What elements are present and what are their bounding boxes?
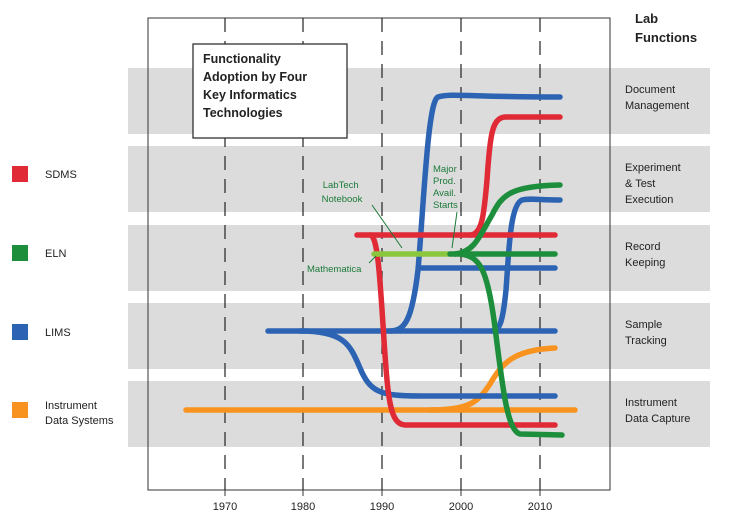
title-line-4: Technologies — [203, 106, 283, 120]
curve-lims-to-doc — [387, 92, 563, 334]
legend-label-line: Data Systems — [45, 415, 114, 427]
curve-sdms-to-capture — [367, 232, 558, 428]
labtech-leader — [371, 204, 403, 249]
tick-label-1990: 1990 — [370, 501, 394, 513]
legend-swatch-eln — [12, 245, 28, 261]
major-line-1: Major — [433, 164, 457, 175]
band-label-line: Execution — [625, 194, 673, 206]
mathematica-leader — [368, 255, 377, 264]
axis-ticks — [224, 490, 541, 496]
band-label-sample-tracking: Sample Tracking — [625, 319, 667, 347]
lab-functions-line-2: Functions — [635, 30, 697, 45]
title-line-1: Functionality — [203, 52, 281, 66]
curve-eln-to-capture — [457, 251, 565, 438]
legend-label-ids: Instrument Data Systems — [45, 400, 114, 427]
curve-sdms-to-doc — [467, 114, 563, 238]
mathematica-annotation: Mathematica — [307, 264, 362, 275]
legend-label-lims: LIMS — [45, 327, 71, 339]
band-label-instrument-data-capture: Instrument Data Capture — [625, 397, 690, 425]
band-sample-tracking — [128, 303, 710, 369]
legend-label-sdms: SDMS — [45, 169, 77, 181]
band-label-line: Tracking — [625, 335, 667, 347]
band-label-line: Instrument — [625, 397, 677, 409]
legend-label-line: SDMS — [45, 169, 77, 181]
adoption-curves — [183, 92, 578, 438]
band-label-line: & Test — [625, 178, 655, 190]
major-leader — [451, 211, 458, 249]
labtech-annotation: LabTech Notebook — [322, 180, 363, 205]
legend-swatch-sdms — [12, 166, 28, 182]
major-annotation: Major Prod. Avail. Starts — [433, 164, 459, 211]
band-instrument-data-capture — [128, 381, 710, 447]
mathematica-line-1: Mathematica — [307, 264, 362, 275]
band-label-line: Record — [625, 241, 660, 253]
curve-lims-to-capture — [297, 328, 558, 399]
curve-ids-to-sample — [427, 345, 558, 413]
band-label-record-keeping: Record Keeping — [625, 241, 665, 269]
legend-label-eln: ELN — [45, 248, 66, 260]
tick-label-1980: 1980 — [291, 501, 315, 513]
annotations: LabTech Notebook Mathematica Major Prod.… — [307, 164, 459, 275]
band-label-experiment-test: Experiment & Test Execution — [625, 162, 684, 206]
plot-frame — [147, 17, 611, 491]
band-label-document-management: Document Management — [625, 84, 689, 112]
band-experiment-test — [128, 146, 710, 212]
band-label-line: Data Capture — [625, 413, 690, 425]
title-box: Functionality Adoption by Four Key Infor… — [192, 43, 348, 139]
legend-swatch-ids — [12, 402, 28, 418]
band-labels: Document Management Experiment & Test Ex… — [625, 84, 690, 425]
legend-label-line: ELN — [45, 248, 66, 260]
legend-label-line: LIMS — [45, 327, 71, 339]
major-line-2: Prod. — [433, 176, 456, 187]
legend: SDMS ELN LIMS Instrument Data Systems — [12, 166, 114, 427]
curve-eln-to-exp — [452, 182, 563, 257]
axis-tick-labels: 1970 1980 1990 2000 2010 — [213, 501, 552, 513]
band-label-line: Sample — [625, 319, 662, 331]
major-line-3: Avail. — [433, 188, 456, 199]
legend-label-line: Instrument — [45, 400, 97, 412]
band-label-line: Document — [625, 84, 675, 96]
title-text: Functionality Adoption by Four Key Infor… — [203, 52, 311, 120]
band-label-line: Keeping — [625, 257, 665, 269]
title-box-frame — [192, 43, 348, 139]
legend-swatch-lims — [12, 324, 28, 340]
band-label-line: Experiment — [625, 162, 681, 174]
lab-functions-header: Lab Functions — [635, 11, 697, 45]
labtech-line-2: Notebook — [322, 194, 363, 205]
major-line-4: Starts — [433, 200, 458, 211]
lab-functions-line-1: Lab — [635, 11, 658, 26]
curve-lims-to-exp — [489, 196, 563, 334]
tick-label-1970: 1970 — [213, 501, 237, 513]
title-line-2: Adoption by Four — [203, 70, 307, 84]
annotation-leaders — [368, 204, 458, 264]
labtech-line-1: LabTech — [323, 180, 359, 191]
band-label-line: Management — [625, 100, 689, 112]
title-line-3: Key Informatics — [203, 88, 297, 102]
tick-label-2010: 2010 — [528, 501, 552, 513]
tick-label-2000: 2000 — [449, 501, 473, 513]
